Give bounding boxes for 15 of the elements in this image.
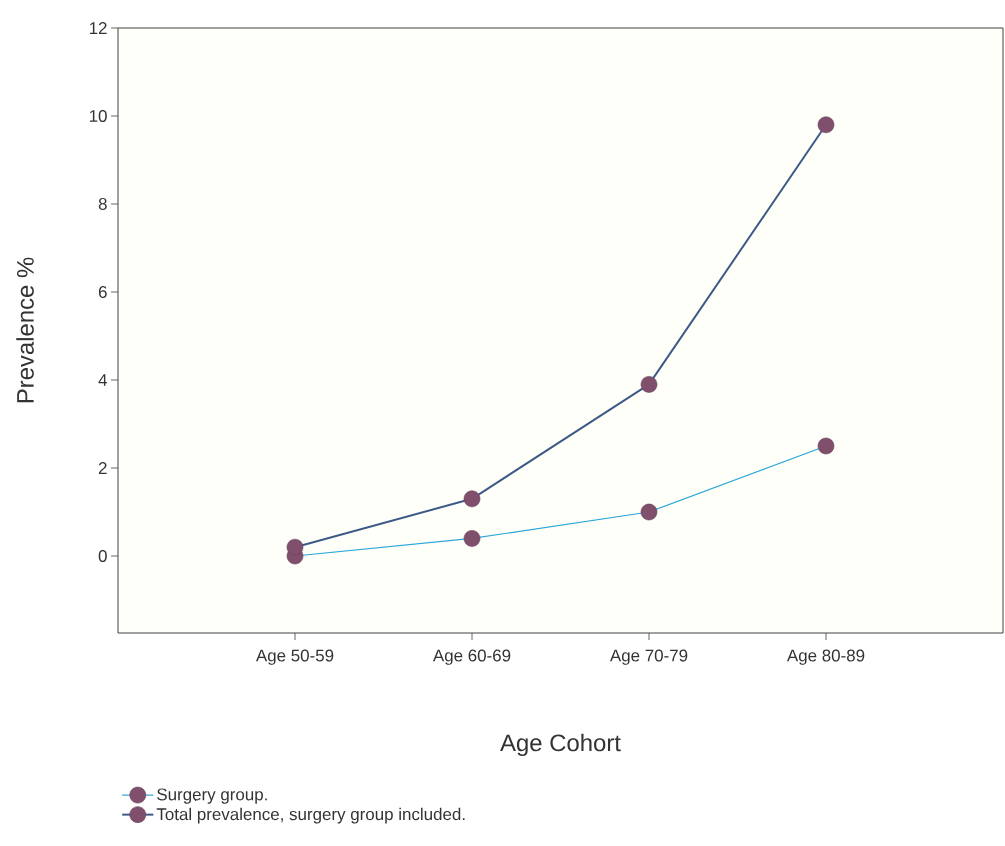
x-tick-label: Age 80-89 (786, 649, 865, 665)
y-tick-label: 2 (98, 462, 107, 474)
x-tick-label: Age 60-69 (432, 649, 511, 665)
y-tick-label: 0 (98, 550, 107, 562)
legend-label: Surgery group. (157, 788, 267, 804)
y-tick-label: 12 (89, 22, 107, 34)
y-axis-title: Prevalence % (16, 257, 34, 403)
y-tick-label: 6 (98, 286, 107, 298)
x-tick-label: Age 70-79 (609, 649, 688, 665)
x-tick-label: Age 50-59 (255, 649, 334, 665)
y-tick-label: 8 (98, 198, 107, 210)
y-tick-label: 10 (89, 109, 107, 122)
x-axis-title: Age Cohort (500, 733, 621, 757)
legend-label: Total prevalence, surgery group included. (156, 807, 465, 824)
y-tick-label: 4 (98, 374, 107, 386)
